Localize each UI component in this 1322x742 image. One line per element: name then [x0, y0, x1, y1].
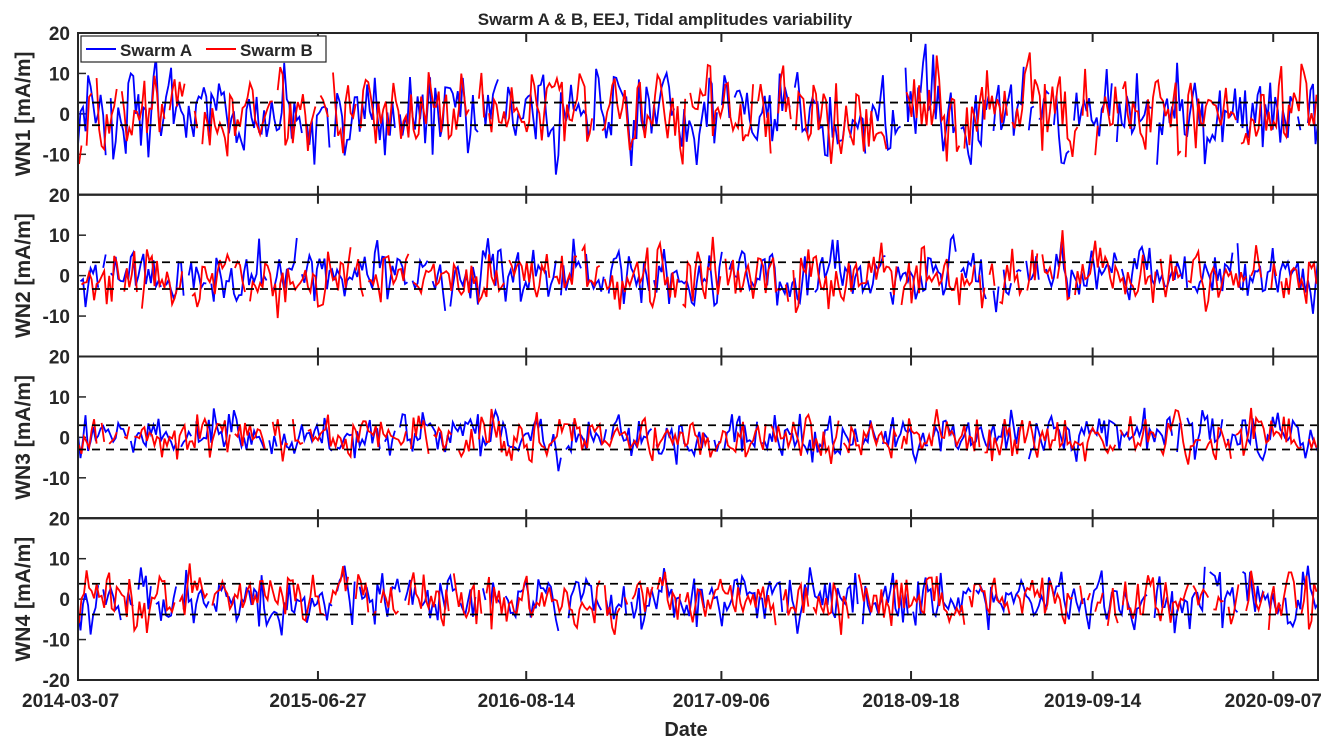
series-line-swarm-b	[78, 563, 1318, 635]
y-tick-label: -10	[43, 631, 70, 652]
x-axis: 2014-03-07 2015-06-27 2016-08-14 2017-09-06…	[22, 691, 1322, 712]
series-line-swarm-b	[80, 230, 1318, 319]
y-axis-label: WN3 [mA/m]	[12, 375, 35, 500]
y-tick-label: 0	[59, 105, 70, 126]
panel-4: 20 10 0 -10 -20 WN4 [mA/m]	[12, 509, 1319, 692]
x-tick-label: 2020-09-07	[1225, 691, 1322, 712]
series-line-swarm-b	[78, 52, 1318, 165]
panels-group: 20 10 0 -10 WN1 [mA/m] Swarm A Swarm B 20 10 0 -10…	[12, 24, 1319, 692]
y-tick-label: 0	[59, 590, 70, 611]
x-axis-label: Date	[664, 719, 707, 741]
chart-title: Swarm A & B, EEJ, Tidal amplitudes varia…	[478, 10, 853, 29]
x-tick-label: 2018-09-18	[862, 691, 959, 712]
legend: Swarm A Swarm B	[80, 35, 327, 63]
panel-3: 20 10 0 -10 WN3 [mA/m]	[12, 348, 1319, 520]
y-tick-label: 10	[49, 64, 70, 85]
panel-frame-top	[77, 517, 1319, 681]
panel-2: 20 10 0 -10 WN2 [mA/m]	[12, 186, 1319, 358]
panel-1: 20 10 0 -10 WN1 [mA/m] Swarm A Swarm B	[12, 24, 1319, 196]
y-tick-label: -10	[43, 469, 70, 490]
y-tick-label: 20	[49, 24, 70, 45]
y-axis-label: WN4 [mA/m]	[12, 537, 35, 662]
y-tick-label: 0	[59, 428, 70, 449]
x-tick-label: 2015-06-27	[269, 691, 366, 712]
y-axis-label: WN2 [mA/m]	[12, 213, 35, 338]
y-tick-label: 20	[49, 348, 70, 369]
x-tick-label: 2014-03-07	[22, 691, 119, 712]
legend-entry: Swarm B	[240, 41, 313, 60]
y-tick-label: 20	[49, 186, 70, 207]
y-tick-label: 10	[49, 226, 70, 247]
x-tick-label: 2017-09-06	[673, 691, 770, 712]
x-tick-label: 2019-09-14	[1044, 691, 1142, 712]
y-tick-label: 20	[49, 509, 70, 530]
y-tick-label: 10	[49, 388, 70, 409]
y-tick-label: 0	[59, 267, 70, 288]
y-tick-label: -10	[43, 307, 70, 328]
x-tick-label: 2016-08-14	[478, 691, 576, 712]
legend-entry: Swarm A	[120, 41, 192, 60]
series-line-swarm-a	[78, 565, 1318, 636]
y-tick-label: -10	[43, 145, 70, 166]
legend-box	[80, 35, 327, 63]
y-axis-label: WN1 [mA/m]	[12, 51, 35, 176]
y-tick-label: -20	[43, 671, 70, 692]
y-tick-label: 10	[49, 550, 70, 571]
